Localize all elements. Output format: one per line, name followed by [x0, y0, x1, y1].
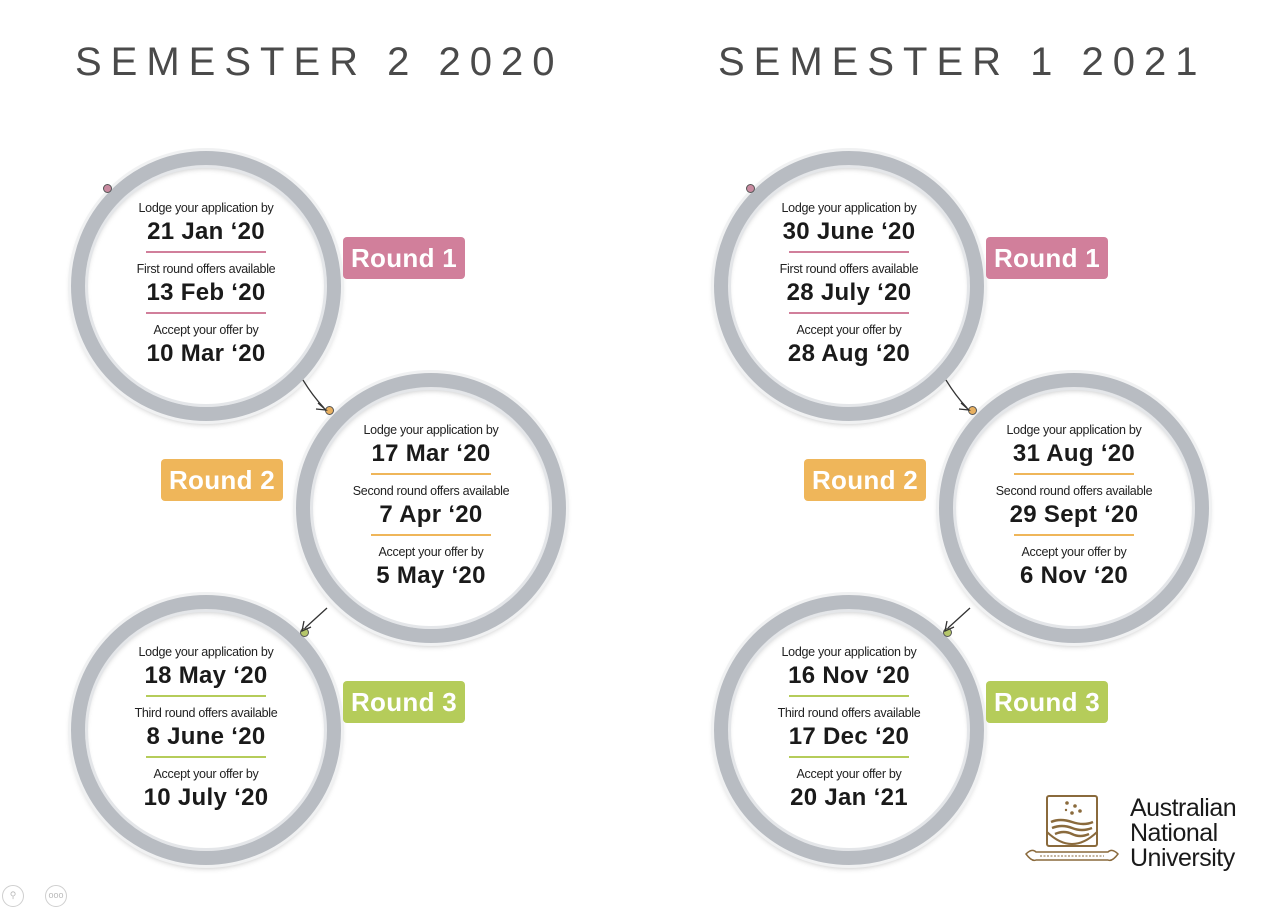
logo-line: University — [1130, 844, 1235, 872]
separator — [789, 695, 909, 697]
round-badge: Round 2 — [161, 459, 283, 501]
step-date: 5 May ‘20 — [376, 562, 486, 589]
ring-outline — [70, 150, 342, 422]
separator — [789, 312, 909, 314]
separator — [146, 695, 266, 697]
separator — [789, 756, 909, 758]
separator — [146, 251, 266, 253]
step-label: First round offers available — [779, 262, 919, 276]
step-date: 20 Jan ‘21 — [790, 784, 908, 811]
round-badge: Round 3 — [343, 681, 465, 723]
step-date: 31 Aug ‘20 — [1012, 440, 1136, 467]
flow-arrows — [301, 379, 328, 633]
step-date: 16 Nov ‘20 — [788, 662, 910, 689]
separator — [1014, 473, 1134, 475]
logo-line: Australian — [1130, 794, 1237, 822]
step-label: First round offers available — [136, 262, 276, 276]
round-circle: Lodge your application by 18 May ‘20 Thi… — [71, 595, 341, 865]
semester-title: SEMESTER 1 2021 — [718, 40, 1207, 84]
anu-crest-icon — [1025, 795, 1119, 862]
step-date: 17 Mar ‘20 — [371, 440, 491, 467]
semester-title: SEMESTER 2 2020 — [75, 40, 564, 84]
step-label: Second round offers available — [995, 484, 1153, 498]
step-date: 28 July ‘20 — [786, 279, 912, 306]
zoom-icon[interactable]: ⚲ — [2, 885, 24, 907]
step-label: Lodge your application by — [781, 201, 917, 215]
step-label: Accept your offer by — [796, 323, 902, 337]
separator — [1014, 534, 1134, 536]
timeline-dot — [103, 184, 112, 193]
separator — [146, 312, 266, 314]
step-label: Accept your offer by — [153, 767, 259, 781]
step-date: 10 July ‘20 — [143, 784, 269, 811]
step-label: Accept your offer by — [378, 545, 484, 559]
step-date: 17 Dec ‘20 — [788, 723, 910, 750]
separator — [371, 473, 491, 475]
flow-arrows — [944, 379, 971, 633]
step-label: Accept your offer by — [153, 323, 259, 337]
step-date: 13 Feb ‘20 — [146, 279, 266, 306]
step-date: 18 May ‘20 — [144, 662, 268, 689]
separator — [371, 534, 491, 536]
separator — [146, 756, 266, 758]
round-badge: Round 3 — [986, 681, 1108, 723]
step-label: Accept your offer by — [796, 767, 902, 781]
timeline-dot — [300, 628, 309, 637]
timeline-dot — [943, 628, 952, 637]
round-badge: Round 1 — [986, 237, 1108, 279]
step-label: Second round offers available — [352, 484, 510, 498]
more-icon[interactable]: ooo — [45, 885, 67, 907]
step-date: 6 Nov ‘20 — [1019, 562, 1129, 589]
step-date: 30 June ‘20 — [782, 218, 916, 245]
round-badge: Round 1 — [343, 237, 465, 279]
step-date: 7 Apr ‘20 — [379, 501, 483, 528]
timeline-dot — [746, 184, 755, 193]
separator — [789, 251, 909, 253]
step-date: 21 Jan ‘20 — [147, 218, 265, 245]
step-label: Third round offers available — [777, 706, 921, 720]
step-date: 29 Sept ‘20 — [1009, 501, 1139, 528]
step-label: Lodge your application by — [138, 201, 274, 215]
round-badge: Round 2 — [804, 459, 926, 501]
step-label: Lodge your application by — [781, 645, 917, 659]
step-label: Accept your offer by — [1021, 545, 1127, 559]
step-date: 10 Mar ‘20 — [146, 340, 266, 367]
university-name: Australian National University — [1130, 794, 1237, 872]
step-label: Lodge your application by — [138, 645, 274, 659]
step-label: Lodge your application by — [1006, 423, 1142, 437]
step-date: 8 June ‘20 — [146, 723, 266, 750]
logo-line: National — [1130, 819, 1218, 847]
step-label: Third round offers available — [134, 706, 278, 720]
step-date: 28 Aug ‘20 — [787, 340, 911, 367]
step-label: Lodge your application by — [363, 423, 499, 437]
round-circle: Lodge your application by 30 June ‘20 Fi… — [714, 151, 984, 421]
